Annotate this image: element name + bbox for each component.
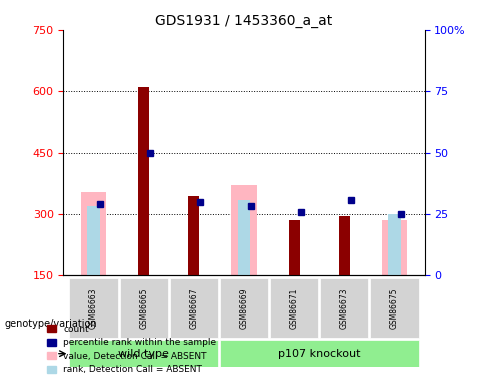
Text: GSM86675: GSM86675: [390, 287, 399, 329]
FancyBboxPatch shape: [270, 278, 318, 338]
FancyBboxPatch shape: [370, 278, 419, 338]
FancyBboxPatch shape: [69, 340, 218, 368]
Bar: [81, 192, 106, 276]
Text: GSM86663: GSM86663: [89, 287, 98, 329]
Text: GSM86667: GSM86667: [189, 287, 198, 329]
FancyBboxPatch shape: [220, 340, 419, 368]
Bar: [288, 220, 300, 276]
Text: p107 knockout: p107 knockout: [278, 349, 361, 359]
Bar: [382, 220, 407, 276]
FancyBboxPatch shape: [69, 278, 118, 338]
Text: GSM86673: GSM86673: [340, 287, 349, 329]
Bar: [188, 196, 200, 276]
Legend: count, percentile rank within the sample, value, Detection Call = ABSENT, rank, : count, percentile rank within the sample…: [43, 321, 220, 375]
FancyBboxPatch shape: [120, 278, 168, 338]
Bar: [87, 206, 100, 276]
FancyBboxPatch shape: [220, 278, 268, 338]
Bar: [238, 200, 250, 276]
FancyBboxPatch shape: [170, 278, 218, 338]
Text: GSM86671: GSM86671: [290, 288, 299, 329]
Bar: [339, 216, 350, 276]
Text: GSM86669: GSM86669: [240, 287, 248, 329]
Text: wild type: wild type: [118, 349, 169, 359]
Text: genotype/variation: genotype/variation: [5, 320, 98, 329]
Bar: [231, 186, 257, 276]
FancyBboxPatch shape: [320, 278, 368, 338]
Title: GDS1931 / 1453360_a_at: GDS1931 / 1453360_a_at: [155, 13, 333, 28]
Bar: [388, 214, 401, 276]
Text: GSM86665: GSM86665: [139, 287, 148, 329]
Bar: [138, 87, 149, 276]
